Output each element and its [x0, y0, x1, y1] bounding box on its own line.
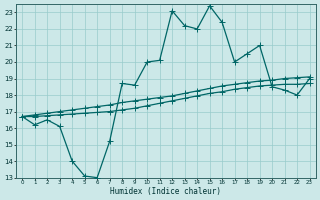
X-axis label: Humidex (Indice chaleur): Humidex (Indice chaleur)	[110, 187, 221, 196]
